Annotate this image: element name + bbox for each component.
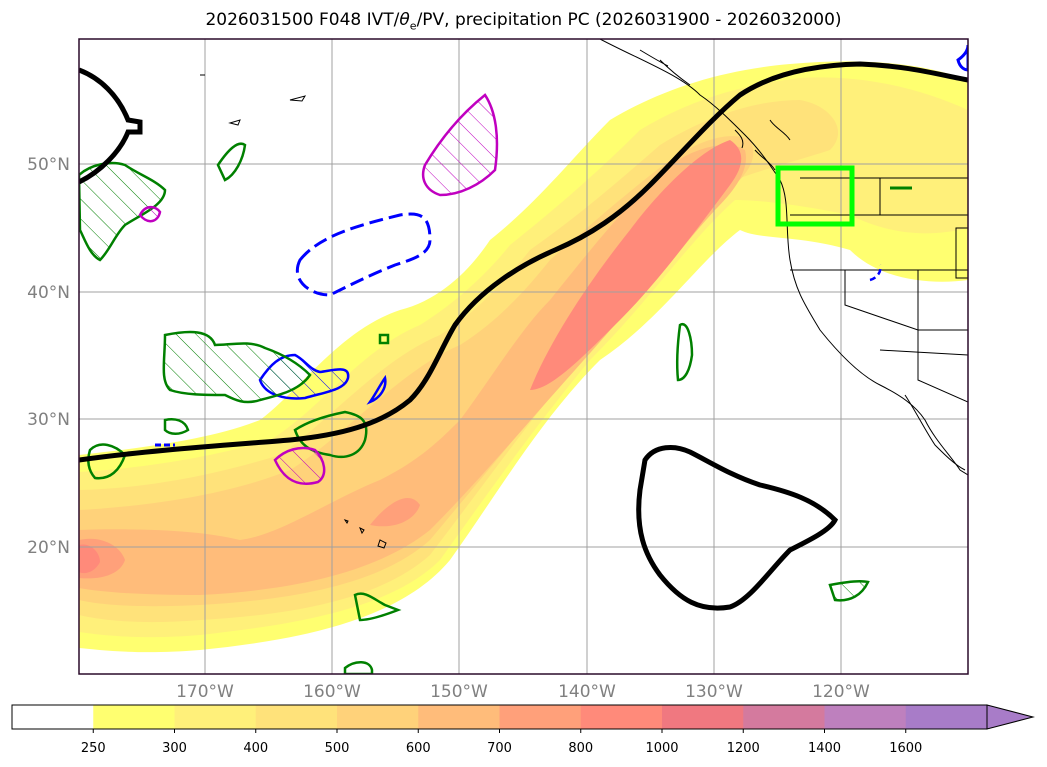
north-america-coast (599, 39, 968, 476)
ivt-contour-700 (370, 497, 420, 527)
lat-label-30n: 30°N (27, 410, 70, 430)
lon-label-170w: 170°W (176, 682, 234, 702)
colorbar-tick-label: 800 (568, 741, 593, 756)
hawaii-2 (359, 526, 365, 535)
colorbar-arrow (986, 704, 1035, 730)
state-border-7 (879, 330, 968, 403)
colorbar-segment (743, 705, 825, 729)
alaska-islands (639, 49, 691, 86)
colorbar-tick-label: 1000 (645, 741, 678, 756)
hawaii-1 (377, 539, 387, 549)
highlight-box (775, 165, 855, 227)
colorbar-tick-label: 300 (162, 741, 187, 756)
baja-coast (904, 394, 966, 471)
state-border-4 (844, 270, 968, 331)
ivt-contour-500 (79, 136, 754, 607)
colorbar-tick-label: 1400 (808, 741, 841, 756)
coastlines (200, 39, 968, 549)
pv-green-9 (216, 142, 247, 182)
colorbar-segment (418, 705, 500, 729)
arctic-island-1 (228, 119, 241, 126)
ivt-contour-800b (79, 544, 100, 574)
colorbar-tick-label: 500 (325, 741, 350, 756)
colorbar-segment (93, 705, 175, 729)
pv-blue-small-2 (869, 264, 882, 282)
map-area (79, 39, 968, 674)
colorbar-segment (580, 705, 663, 729)
lat-label-40n: 40°N (27, 283, 70, 303)
colorbar-segment (255, 705, 338, 729)
theta-e-line-main (79, 61, 968, 463)
pv-mag-1 (421, 93, 499, 197)
theta-e-contours (79, 61, 968, 611)
colorbar-tick-label: 700 (487, 741, 512, 756)
pv-mag-3 (138, 205, 162, 223)
colorbar-tick-label: 400 (243, 741, 268, 756)
lon-label-140w: 140°W (558, 682, 616, 702)
colorbar-segment (12, 705, 94, 729)
pv-green-4 (87, 443, 127, 480)
lon-label-160w: 160°W (303, 682, 361, 702)
pv-blue-small-1 (366, 374, 387, 405)
lon-label-120w: 120°W (812, 682, 870, 702)
lon-label-130w: 130°W (685, 682, 743, 702)
lat-label-50n: 50°N (27, 155, 70, 175)
colorbar-tick-label: 1600 (889, 741, 922, 756)
pv-green-8 (828, 579, 870, 602)
theta-e-line-nw (79, 67, 143, 185)
map-frame (78, 38, 969, 675)
arctic-island-2 (289, 95, 307, 102)
colorbar-segment (174, 705, 257, 729)
hawaii-3 (343, 519, 349, 524)
ivt-contour-800 (530, 140, 742, 390)
pv-dashed-loop (295, 212, 432, 297)
map-title: 2026031500 F048 IVT/θe/PV, precipitation… (205, 10, 842, 33)
pv-green-10 (163, 418, 190, 435)
colorbar-tick-label: 600 (406, 741, 431, 756)
colorbar-tick-label: 250 (81, 741, 106, 756)
lon-label-150w: 150°W (430, 682, 488, 702)
lat-label-20n: 20°N (27, 538, 70, 558)
pv-mag-2 (273, 446, 326, 486)
pv-blue-corner (956, 44, 968, 72)
bc-islands (734, 119, 791, 171)
colorbar-segment (337, 705, 419, 729)
pv-green-2 (162, 330, 312, 404)
colorbar-segment (905, 705, 988, 729)
colorbar-segment (662, 705, 744, 729)
colorbar-segment (824, 705, 907, 729)
pv-green-7 (675, 322, 694, 382)
pv-green-5 (353, 592, 402, 622)
colorbar: 250 300 400 500 600 700 800 1000 1200 1400 1600 (11, 704, 1035, 756)
colorbar-tick-label: 1200 (727, 741, 760, 756)
pv-green-12 (378, 333, 390, 345)
pv-magenta-contours (138, 93, 499, 486)
state-border-6 (955, 227, 968, 279)
colorbar-segment (499, 705, 582, 729)
theta-e-closed (636, 445, 839, 611)
